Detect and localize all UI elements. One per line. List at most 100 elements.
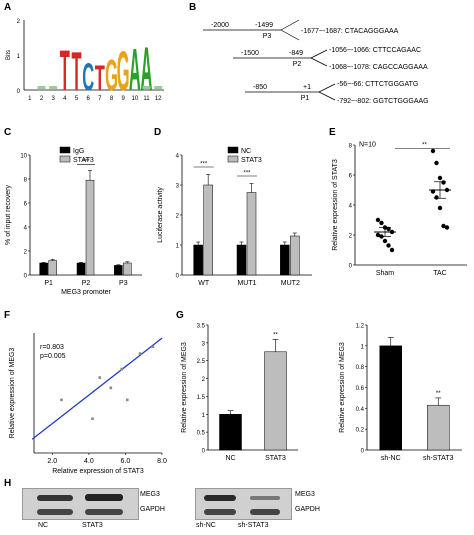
- y-tick-label: 2: [176, 214, 180, 220]
- logo-y-title: Bits: [6, 50, 12, 60]
- legend-label: STAT3: [241, 157, 262, 164]
- site-branch: [280, 29, 300, 41]
- data-point: [441, 223, 446, 229]
- significance-label: ***: [200, 162, 208, 168]
- y-tick-label: 6: [24, 202, 28, 208]
- x-tick-label: P2: [82, 280, 91, 287]
- logo-position-label: 7: [98, 96, 102, 102]
- data-point: [60, 398, 63, 402]
- data-point: [379, 220, 384, 226]
- n-label: N=10: [359, 142, 376, 149]
- data-point: [382, 238, 388, 244]
- x-tick-label: MUT2: [281, 280, 300, 287]
- bar: [48, 260, 57, 276]
- legend-swatch: [59, 155, 71, 163]
- data-point: [125, 398, 129, 402]
- x-tick-label: sh-NC: [381, 455, 401, 462]
- promoter-start: -1500: [241, 50, 259, 57]
- data-point: [120, 367, 124, 371]
- x-tick-label: TAC: [433, 270, 446, 277]
- meg3-bar-charts: 0 0.5 1 1.5 2 2.5 3 3.5 NC STAT3 ** Relative expres…: [181, 324, 462, 462]
- logo-small-letter: [37, 86, 46, 89]
- data-point: [386, 243, 391, 248]
- band-meg3-shstat3: [250, 496, 280, 500]
- logo-position-label: 4: [63, 96, 67, 102]
- data-point: [375, 232, 381, 238]
- logo-y-tick: 2: [17, 19, 21, 25]
- logo-position-label: 1: [28, 96, 32, 102]
- legend-swatch: [227, 146, 239, 154]
- logo-letter: G: [105, 50, 118, 99]
- blot-right-band-2: GAPDH: [295, 506, 320, 513]
- binding-site: -792~-802: GGTCTGGGAAG: [337, 98, 429, 105]
- stat-label: p=0.005: [40, 353, 66, 360]
- y-tick-label: 4: [24, 226, 28, 232]
- legend-label: IgG: [73, 148, 84, 155]
- blot-left-band-1: MEG3: [140, 491, 160, 498]
- panel-label-e: E: [329, 127, 336, 138]
- logo-position-label: 6: [86, 96, 90, 102]
- bar: [280, 244, 290, 276]
- y-tick-label: 2: [202, 377, 206, 383]
- blot-right-lane-1: sh-NC: [196, 522, 216, 529]
- blot-left: [22, 488, 139, 520]
- y-tick-label: 0.2: [356, 428, 365, 434]
- y-tick-label: 2: [24, 250, 28, 256]
- data-point: [98, 376, 102, 379]
- bar: [123, 262, 132, 276]
- y-tick-label: 0.5: [197, 431, 206, 437]
- y-tick-label: 1: [176, 244, 180, 250]
- y-tick-label: 0: [349, 264, 353, 270]
- panel-label-d: D: [154, 127, 162, 138]
- promoter-start: -850: [253, 84, 267, 91]
- bar: [219, 414, 242, 451]
- y-tick-label: 0.8: [356, 365, 365, 371]
- panel-label-g: G: [176, 310, 184, 321]
- panel-d: D 0 1 2 3 4 WT MUT1 MUT2 Luciferase activity NC ST…: [150, 125, 320, 295]
- y-axis-title: Luciferase activity: [157, 187, 164, 243]
- y-tick-label: 0: [361, 449, 365, 455]
- site-branch: [280, 19, 300, 31]
- y-tick-label: 10: [20, 154, 27, 160]
- data-point: [437, 175, 443, 181]
- promoter-name: P2: [293, 61, 302, 68]
- x-tick-label: P1: [44, 280, 53, 287]
- panel-f: F 2.0 4.0 6.0 8.0 Relative expression of STA…: [0, 308, 170, 478]
- logo-position-label: 9: [121, 96, 125, 102]
- band-gapdh-nc: [37, 509, 73, 515]
- binding-site: -1677~-1687: CTACAGGGAAA: [301, 28, 399, 35]
- panel-a: A 0 1 2 Bits 1 2 3 4 5 6 7 8 9 10 11 12 T T C T G G A A: [0, 0, 185, 110]
- site-branch: [310, 49, 328, 59]
- legend-swatch: [227, 155, 239, 163]
- logo-position-label: 5: [75, 96, 79, 102]
- logo-y-tick: 1: [17, 54, 21, 60]
- data-point: [389, 247, 395, 253]
- logo-letter: T: [95, 58, 105, 98]
- data-point: [434, 195, 439, 200]
- blot-right-band-1: MEG3: [295, 491, 315, 498]
- y-tick-label: 0.4: [356, 407, 365, 413]
- x-axis-title: MEG3 promoter: [61, 289, 111, 295]
- panel-label-f: F: [4, 310, 11, 321]
- y-tick-label: 2.5: [197, 359, 206, 365]
- bar: [39, 262, 48, 276]
- x-tick-label: STAT3: [265, 455, 286, 462]
- panel-e: E 0 2 4 6 8 Relative expression of STAT3 Sham T…: [325, 125, 474, 295]
- promoter-name: P1: [301, 95, 310, 102]
- bar: [203, 184, 213, 276]
- significance-label: **: [422, 143, 427, 149]
- y-tick-label: 0.6: [356, 386, 365, 392]
- blot-right-lane-2: sh-STAT3: [238, 522, 269, 529]
- x-tick-label: 6.0: [121, 458, 131, 465]
- y-axis-title: Relative expression of MEG3: [9, 348, 16, 439]
- y-tick-label: 0: [202, 449, 206, 455]
- logo-letter: T: [60, 38, 70, 102]
- band-gapdh-shstat3: [250, 509, 280, 515]
- x-tick-label: MUT1: [237, 280, 256, 287]
- x-tick-label: P3: [119, 280, 128, 287]
- bar: [76, 262, 86, 276]
- logo-letter: A: [129, 37, 141, 104]
- logo-position-label: 3: [51, 96, 55, 102]
- significance-label: **: [273, 332, 278, 338]
- y-tick-label: 0: [24, 274, 28, 280]
